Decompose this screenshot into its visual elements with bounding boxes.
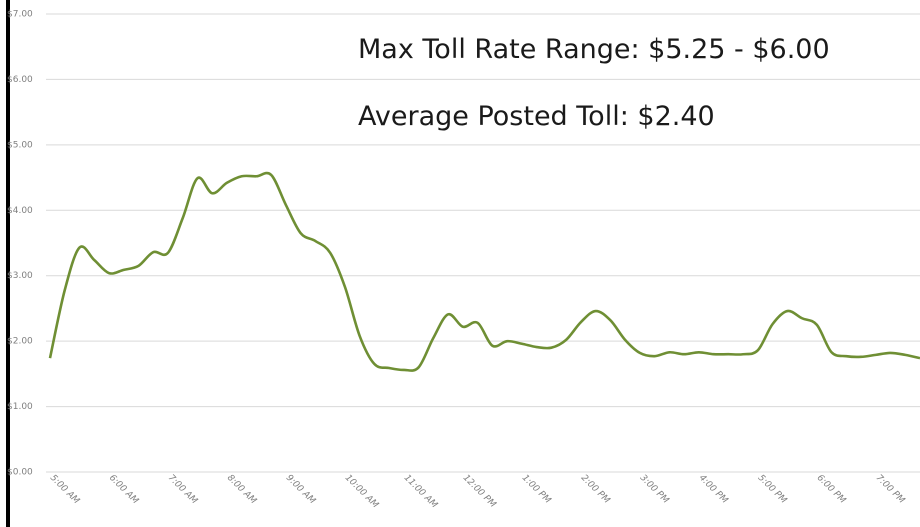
left-border <box>6 0 10 527</box>
line <box>48 171 920 372</box>
y-tick-label: $2.00 <box>7 337 33 347</box>
y-tick-label: $6.00 <box>7 75 33 85</box>
y-tick-label: $7.00 <box>7 10 33 20</box>
annotation: Max Toll Rate Range: $5.25 - $6.00 <box>358 34 830 65</box>
y-tick-label: $4.00 <box>7 206 33 216</box>
annotation: Average Posted Toll: $2.40 <box>358 101 715 132</box>
y-tick-label: $0.00 <box>7 468 33 478</box>
y-tick-label: $1.00 <box>7 402 33 412</box>
y-tick-label: $3.00 <box>7 271 33 281</box>
y-tick-label: $5.00 <box>7 140 33 150</box>
